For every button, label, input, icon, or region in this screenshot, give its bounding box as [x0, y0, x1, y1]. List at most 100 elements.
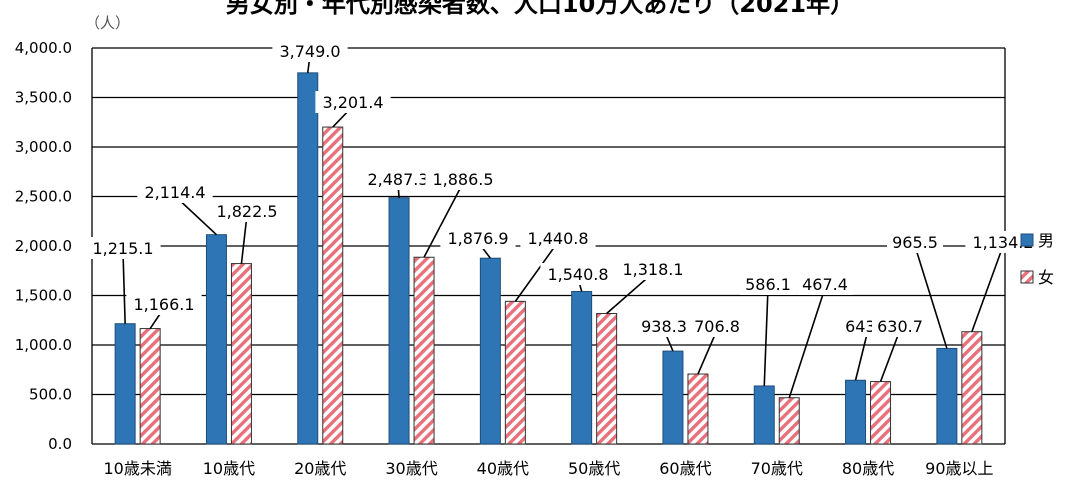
x-category-label: 60歳代: [659, 459, 711, 478]
data-label-male: 965.5: [892, 233, 938, 252]
bar-male: [845, 379, 867, 445]
data-label-background: [137, 181, 213, 203]
leader-line: [971, 245, 1004, 332]
y-tick-label: 1,000.0: [15, 336, 72, 354]
leader-line: [763, 287, 769, 387]
y-tick-label: 3,500.0: [15, 89, 72, 107]
leader-lines: [122, 54, 1004, 398]
legend-label-male: 男: [1038, 231, 1054, 250]
data-label-female: 630.7: [877, 317, 923, 336]
data-label-male: 2,114.4: [144, 183, 205, 202]
bar-female: [230, 263, 252, 445]
x-category-label: 80歳代: [842, 459, 894, 478]
leader-line: [122, 251, 126, 324]
bar-female: [322, 126, 344, 445]
data-label-female: 467.4: [802, 275, 848, 294]
x-category-label: 40歳代: [477, 459, 529, 478]
bars: [114, 72, 983, 445]
data-label-background: [315, 91, 391, 113]
bar-male: [388, 197, 410, 445]
bar-male: [936, 347, 958, 445]
y-tick-label: 500.0: [29, 386, 72, 404]
leader-line: [914, 245, 948, 349]
data-label-background: [689, 315, 745, 337]
data-label-male: 1,215.1: [92, 239, 153, 258]
data-label-male: 1,876.9: [447, 229, 508, 248]
data-label-female: 706.8: [694, 317, 740, 336]
data-label-female: 1,440.8: [527, 229, 588, 248]
x-category-label: 50歳代: [568, 459, 620, 478]
y-axis-ticks: 0.0 500.0 1,000.0 1,500.0 2,000.0 2,500.0 3,00…: [15, 39, 72, 453]
x-category-label: 30歳代: [385, 459, 437, 478]
data-label-male: 3,749.0: [279, 42, 340, 61]
bar-male: [753, 385, 775, 445]
data-label-background: [440, 227, 516, 249]
x-axis-categories: 10歳未満 10歳代 20歳代 30歳代 40歳代 50歳代 60歳代 70歳代 80歳代 90歳…: [103, 459, 993, 478]
chart-title: 男女別・年代別感染者数、人口10万人あたり（2021年）: [226, 0, 854, 18]
data-label-background: [209, 200, 285, 222]
data-label-background: [872, 315, 928, 337]
data-label-background: [887, 231, 943, 253]
data-label-female: 3,201.4: [322, 93, 383, 112]
data-label-male: 1,540.8: [547, 265, 608, 284]
legend-label-female: 女: [1038, 268, 1054, 287]
bar-male: [297, 72, 319, 445]
bar-female: [413, 256, 435, 445]
leader-line: [423, 182, 464, 258]
bar-male: [662, 350, 684, 445]
data-label-background: [520, 227, 596, 249]
leader-line: [240, 214, 248, 264]
data-label-female: 1,886.5: [432, 170, 493, 189]
bar-female: [596, 313, 618, 445]
y-tick-label: 3,000.0: [15, 138, 72, 156]
y-tick-label: 0.0: [48, 435, 72, 453]
leader-line: [788, 287, 826, 398]
data-label-male: 2,487.3: [367, 170, 428, 189]
x-category-label: 90歳以上: [925, 459, 993, 478]
data-label-background: [360, 168, 436, 190]
data-label-background: [272, 40, 348, 62]
x-category-label: 10歳未満: [103, 459, 171, 478]
bar-male: [114, 323, 136, 445]
data-label-background: [425, 168, 501, 190]
data-label-background: [636, 315, 692, 337]
y-tick-label: 2,000.0: [15, 237, 72, 255]
data-labels: 1,215.1 2,114.4 3,749.0 2,487.3 1,876.9 1,540…: [85, 40, 1041, 337]
leader-line: [514, 241, 559, 302]
data-label-background: [85, 237, 161, 259]
data-label-background: [797, 273, 853, 295]
bar-female: [139, 328, 161, 445]
bar-male: [571, 290, 593, 445]
legend: 男女: [1020, 231, 1054, 287]
bar-female: [961, 331, 983, 445]
legend-swatch-male: [1020, 233, 1034, 247]
bar-female: [870, 381, 892, 445]
leader-line: [697, 329, 718, 375]
data-label-male: 938.3: [641, 317, 687, 336]
leader-line: [854, 329, 869, 381]
data-label-female: 1,166.1: [133, 295, 194, 314]
bar-male: [205, 234, 227, 445]
data-label-female: 1,134.2: [972, 233, 1033, 252]
x-category-label: 20歳代: [294, 459, 346, 478]
bar-female: [687, 373, 709, 445]
y-tick-label: 4,000.0: [15, 39, 72, 57]
y-tick-label: 2,500.0: [15, 188, 72, 206]
bar-female: [504, 300, 526, 445]
legend-swatch-female: [1020, 270, 1034, 284]
data-label-male: 586.1: [745, 275, 791, 294]
data-label-female: 1,318.1: [622, 260, 683, 279]
data-label-background: [615, 258, 691, 280]
x-category-label: 70歳代: [751, 459, 803, 478]
y-tick-label: 1,500.0: [15, 287, 72, 305]
data-label-background: [540, 263, 616, 285]
data-label-background: [740, 273, 796, 295]
data-label-background: [126, 293, 202, 315]
bar-male: [479, 257, 501, 445]
leader-line: [879, 329, 901, 382]
data-label-female: 1,822.5: [216, 202, 277, 221]
x-category-label: 10歳代: [203, 459, 255, 478]
bar-female: [778, 397, 800, 445]
y-axis-unit: （人）: [85, 14, 130, 32]
